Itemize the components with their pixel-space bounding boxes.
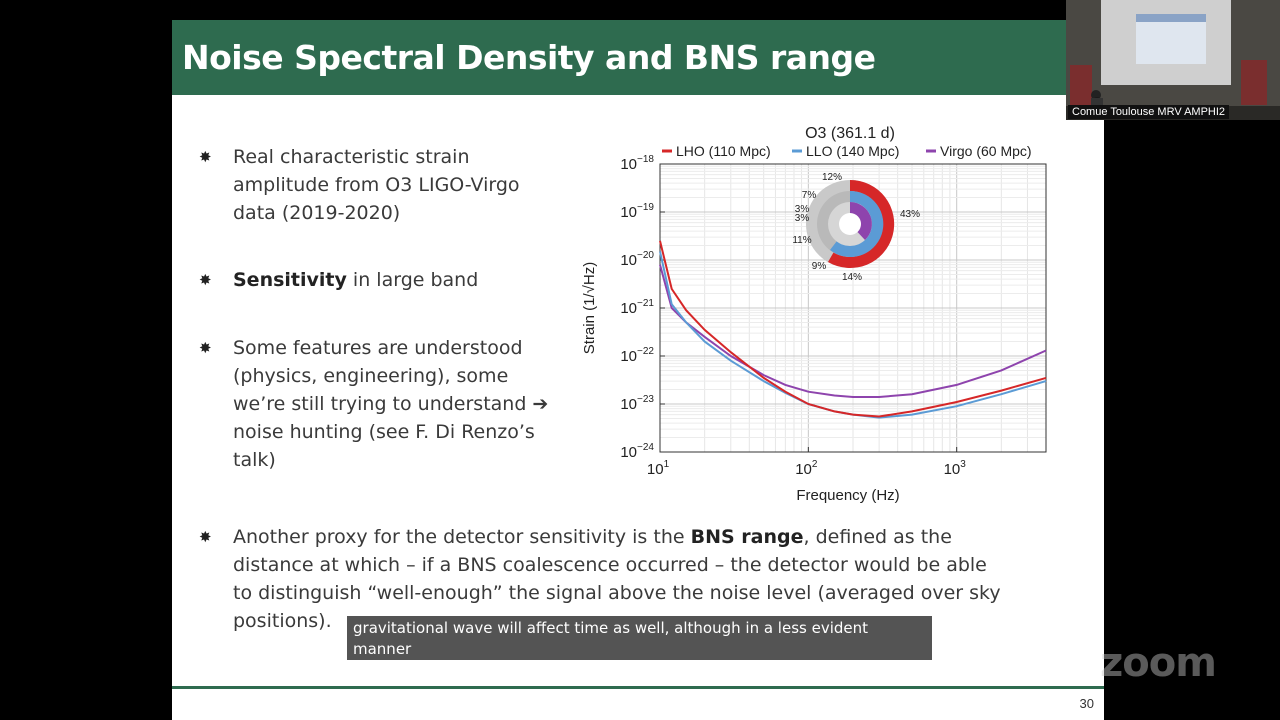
bullet-3-line: Some features are understood bbox=[233, 337, 523, 359]
bullet-2-bold: Sensitivity bbox=[233, 269, 347, 291]
camera-thumbnail[interactable] bbox=[1066, 0, 1280, 120]
bullet-3: ✸ Some features are understood (physics,… bbox=[199, 334, 549, 474]
camera-label: Comue Toulouse MRV AMPHI2 bbox=[1068, 105, 1230, 119]
inset-percentage-label: 3% bbox=[795, 204, 810, 215]
slide-title-bar: Noise Spectral Density and BNS range bbox=[172, 20, 1104, 95]
caption-line-2: to show. So what bbox=[353, 661, 481, 679]
bullet-4: ✸ Another proxy for the detector sensiti… bbox=[199, 523, 1033, 635]
bullet-star-icon: ✸ bbox=[199, 148, 212, 166]
bullet-1-line: data (2019-2020) bbox=[233, 202, 401, 224]
bullet-star-icon: ✸ bbox=[199, 271, 212, 289]
bullet-4-bold: BNS range bbox=[690, 526, 804, 548]
bullet-4-line-3: to distinguish “well-enough” the signal … bbox=[233, 582, 1001, 604]
legend-entry: LHO (110 Mpc) bbox=[676, 143, 771, 159]
y-tick-label: 10−19 bbox=[620, 202, 654, 221]
slide-title: Noise Spectral Density and BNS range bbox=[182, 38, 876, 77]
bullet-star-icon: ✸ bbox=[199, 528, 212, 546]
bullet-1-line: Real characteristic strain bbox=[233, 146, 470, 168]
chart-title: O3 (361.1 d) bbox=[805, 125, 895, 142]
y-tick-label: 10−21 bbox=[620, 298, 654, 317]
series-line-1 bbox=[659, 240, 1047, 418]
caption-line-1: gravitational wave will affect time as w… bbox=[353, 619, 869, 658]
inset-percentage-label: 43% bbox=[900, 209, 920, 220]
y-tick-label: 10−22 bbox=[620, 346, 654, 365]
live-caption: gravitational wave will affect time as w… bbox=[347, 616, 932, 679]
x-tick-label: 102 bbox=[795, 459, 818, 478]
inset-percentage-label: 11% bbox=[792, 235, 811, 246]
x-tick-label: 101 bbox=[647, 459, 670, 478]
noise-spectrum-chart: O3 (361.1 d) 10−18 10−19 10−20 10−21 10−22 10−… bbox=[578, 118, 1058, 513]
y-axis-label: Strain (1/√Hz) bbox=[581, 262, 598, 354]
camera-scene-icon bbox=[1066, 0, 1280, 120]
bullet-3-line: (physics, engineering), some bbox=[233, 365, 509, 387]
page-number: 30 bbox=[1079, 696, 1094, 711]
bullet-4-line-2: distance at which – if a BNS coalescence… bbox=[233, 554, 987, 576]
bullet-4-line-1: Another proxy for the detector sensitivi… bbox=[233, 523, 1033, 551]
inset-donut-slice-purple bbox=[850, 202, 872, 240]
bullet-2-text: in large band bbox=[346, 269, 479, 291]
legend-entry: LLO (140 Mpc) bbox=[806, 143, 899, 159]
y-tick-label: 10−18 bbox=[620, 154, 654, 173]
x-axis-label: Frequency (Hz) bbox=[796, 487, 899, 504]
legend-entry: Virgo (60 Mpc) bbox=[940, 143, 1032, 159]
inset-percentage-label: 12% bbox=[822, 172, 842, 183]
bullet-4-line-4: positions). bbox=[233, 610, 332, 632]
inset-percentage-label: 9% bbox=[812, 261, 827, 272]
bullet-4-post: , defined as the bbox=[803, 526, 952, 548]
inset-percentage-label: 3% bbox=[795, 213, 810, 224]
y-tick-label: 10−23 bbox=[620, 394, 654, 413]
bullet-3-line: talk) bbox=[233, 449, 276, 471]
bullet-1-line: amplitude from O3 LIGO-Virgo bbox=[233, 174, 520, 196]
inset-donut-hole bbox=[839, 213, 861, 235]
zoom-logo: zoom bbox=[1100, 640, 1217, 686]
inset-percentage-label: 7% bbox=[802, 190, 817, 201]
bullet-star-icon: ✸ bbox=[199, 339, 212, 357]
slide-footer-line bbox=[172, 686, 1104, 689]
y-tick-label: 10−24 bbox=[620, 442, 654, 461]
bullet-2: ✸ Sensitivity in large band bbox=[199, 266, 479, 294]
chart-svg: O3 (361.1 d) 10−18 10−19 10−20 10−21 10−22 10−… bbox=[581, 125, 1047, 504]
bullet-3-line: noise hunting (see F. Di Renzo’s bbox=[233, 421, 535, 443]
x-tick-label: 103 bbox=[944, 459, 967, 478]
inset-percentage-label: 14% bbox=[842, 272, 862, 283]
bullet-4-pre: Another proxy for the detector sensitivi… bbox=[233, 526, 691, 548]
bullet-3-line: we’re still trying to understand ➔ bbox=[233, 393, 549, 415]
y-tick-label: 10−20 bbox=[620, 250, 654, 269]
bullet-1: ✸ Real characteristic strain amplitude f… bbox=[199, 143, 520, 227]
series-line-2 bbox=[659, 264, 1047, 398]
